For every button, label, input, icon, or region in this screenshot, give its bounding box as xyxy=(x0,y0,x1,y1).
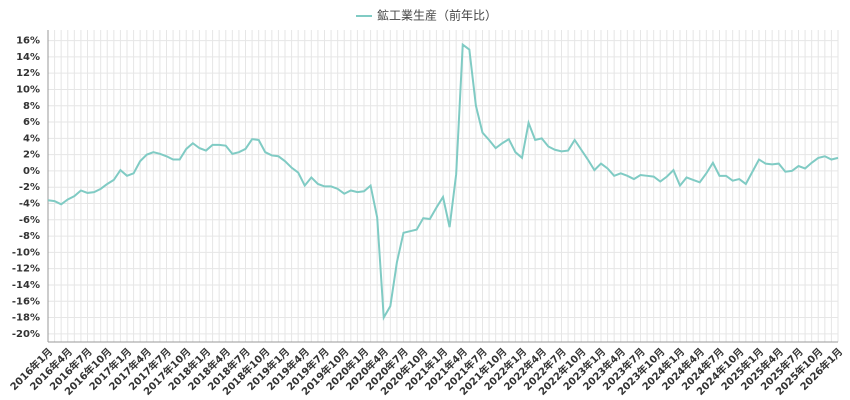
legend-label: 鉱工業生産（前年比） xyxy=(377,8,497,23)
y-tick-label: -14% xyxy=(12,280,40,291)
y-tick-label: 4% xyxy=(23,133,40,144)
series-line xyxy=(47,42,839,321)
y-tick-label: 14% xyxy=(16,52,40,63)
y-tick-label: 16% xyxy=(16,36,40,47)
y-tick-label: -2% xyxy=(19,182,40,193)
y-tick-label: -6% xyxy=(19,215,40,226)
y-tick-label: -4% xyxy=(19,199,40,210)
y-tick-label: 2% xyxy=(23,150,40,161)
y-tick-label: 6% xyxy=(23,117,40,128)
y-tick-label: 0% xyxy=(23,166,40,177)
y-tick-label: -8% xyxy=(19,231,40,242)
y-tick-label: 8% xyxy=(23,101,40,112)
y-tick-label: -20% xyxy=(12,329,40,340)
y-tick-label: -12% xyxy=(12,264,40,275)
y-tick-label: 12% xyxy=(16,68,40,79)
y-tick-label: 10% xyxy=(16,84,40,95)
y-tick-label: -16% xyxy=(12,296,40,307)
y-tick-label: -10% xyxy=(12,247,40,258)
y-tick-label: -18% xyxy=(12,313,40,324)
